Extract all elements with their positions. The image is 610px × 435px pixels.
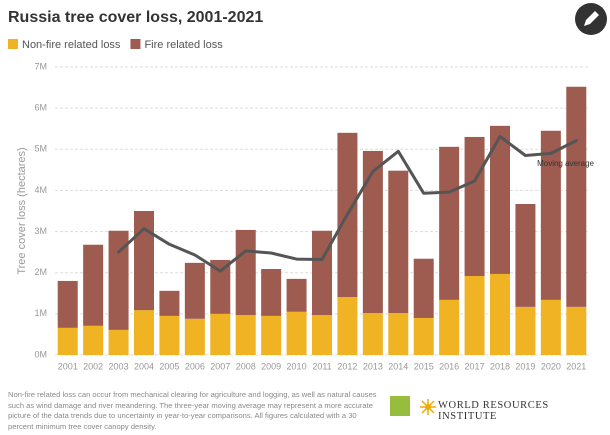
bar-segment	[413, 258, 434, 318]
bar-segment	[540, 130, 561, 300]
bar-segment	[312, 315, 332, 355]
bar-segment	[159, 290, 180, 316]
x-tick-label: 2001	[58, 361, 78, 371]
bar-segment	[515, 306, 536, 355]
x-tick-label: 2021	[566, 361, 586, 371]
x-tick-label: 2016	[439, 361, 459, 371]
x-tick-label: 2012	[337, 361, 357, 371]
gfw-logo	[390, 396, 410, 416]
x-tick-label: 2017	[465, 361, 485, 371]
y-tick-label: 2M	[34, 267, 47, 277]
x-tick-label: 2013	[363, 361, 383, 371]
bar-segment	[464, 136, 485, 277]
x-tick-label: 2011	[312, 361, 331, 371]
y-tick-label: 1M	[34, 308, 47, 318]
bar-segment	[108, 230, 129, 330]
bar-segment	[439, 299, 460, 355]
x-tick-label: 2007	[210, 361, 230, 371]
bar-segment	[261, 269, 282, 316]
bar-segment	[413, 317, 434, 355]
bar-segment	[83, 244, 104, 326]
wri-logo	[420, 399, 436, 415]
bar-segment	[362, 313, 383, 355]
y-tick-label: 4M	[34, 185, 47, 195]
bar-segment	[464, 276, 485, 355]
x-tick-label: 2015	[414, 361, 434, 371]
y-axis-label: Tree cover loss (hectares)	[16, 147, 28, 274]
legend-label: Non-fire related loss	[22, 39, 121, 51]
moving-average-label: Moving average	[537, 159, 594, 168]
bar-segment	[286, 311, 307, 355]
edit-icon	[584, 11, 599, 26]
bar-segment	[159, 315, 180, 355]
bar-segment	[566, 86, 587, 307]
x-tick-label: 2003	[109, 361, 129, 371]
moving-average-line	[117, 135, 578, 273]
bar-segment	[388, 170, 409, 314]
legend-swatch	[130, 39, 141, 49]
bar-segment	[210, 259, 231, 314]
bar-segment	[108, 329, 129, 355]
x-tick-label: 2020	[541, 361, 561, 371]
y-tick-label: 5M	[34, 144, 47, 154]
bar-segment	[134, 310, 154, 355]
bar-segment	[362, 150, 383, 314]
bar-segment	[261, 315, 282, 355]
footnote: Non-fire related loss can occur from mec…	[8, 390, 377, 431]
bar-segment	[490, 273, 510, 355]
bar-segment	[439, 146, 460, 300]
x-tick-label: 2014	[388, 361, 408, 371]
y-tick-label: 0M	[34, 349, 47, 359]
source: WORLD RESOURCES INSTITUTE	[438, 400, 549, 422]
x-tick-label: 2009	[261, 361, 281, 371]
bar-segment	[210, 313, 231, 355]
bar-segment	[57, 280, 78, 328]
legend-label: Fire related loss	[144, 39, 223, 51]
x-tick-label: 2010	[287, 361, 307, 371]
bar-segment	[515, 204, 536, 307]
y-tick-label: 7M	[34, 61, 47, 71]
bar-segment	[184, 318, 205, 355]
bar-segment	[337, 296, 358, 355]
bar-segment	[566, 306, 587, 355]
bar-segment	[83, 325, 104, 355]
x-tick-label: 2018	[490, 361, 510, 371]
bar-segment	[184, 262, 205, 319]
y-tick-label: 3M	[34, 226, 47, 236]
x-tick-label: 2006	[185, 361, 205, 371]
chart-title: Russia tree cover loss, 2001-2021	[8, 9, 263, 26]
y-tick-label: 6M	[34, 103, 47, 113]
bar-segment	[312, 230, 332, 316]
bar-segment	[57, 327, 78, 355]
x-tick-label: 2002	[83, 361, 103, 371]
bar-segment	[490, 125, 510, 274]
bar-segment	[540, 299, 561, 355]
bar-segment	[388, 313, 409, 355]
x-tick-label: 2005	[159, 361, 179, 371]
bar-segment	[235, 315, 256, 355]
x-tick-label: 2004	[134, 361, 154, 371]
x-tick-label: 2019	[515, 361, 535, 371]
chart: Russia tree cover loss, 2001-2021 Tree c…	[8, 3, 607, 371]
x-tick-label: 2008	[236, 361, 256, 371]
bar-segment	[286, 278, 307, 312]
legend-swatch	[8, 39, 18, 49]
bar-segment	[134, 211, 154, 311]
bar-segment	[235, 229, 256, 316]
